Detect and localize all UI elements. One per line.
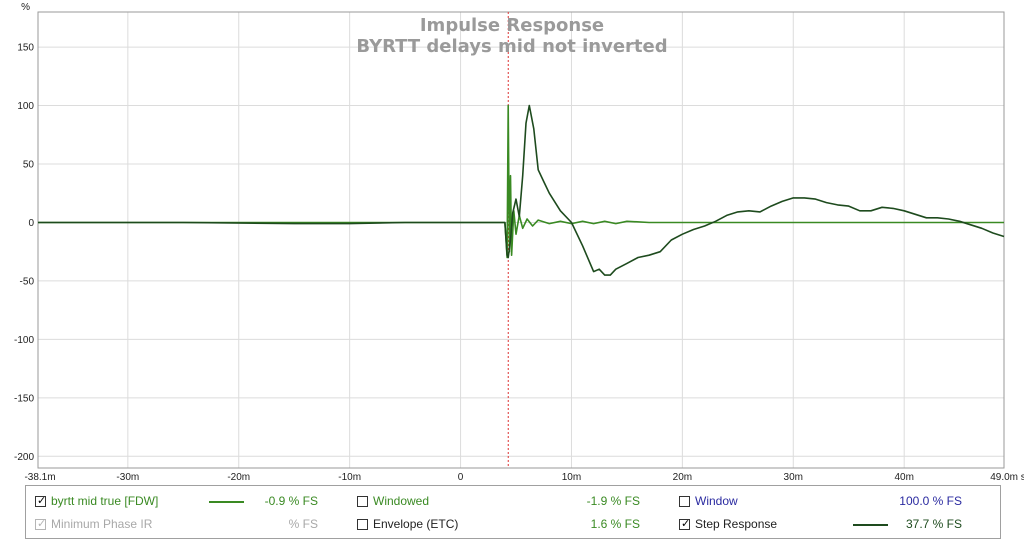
x-tick-label: -20m <box>227 472 250 483</box>
x-tick-label: 30m <box>784 472 803 483</box>
grid-lines <box>37 12 1005 468</box>
legend-value-envelope: 1.6 % FS <box>590 517 640 531</box>
series-line-step-response <box>38 104 1005 276</box>
chart-title: Impulse Response <box>420 15 604 36</box>
check-icon: ✓ <box>37 518 47 530</box>
y-unit-label: % <box>21 2 30 13</box>
series-layer <box>38 104 1005 276</box>
x-tick-label: -38.1m <box>24 472 55 483</box>
legend-value-window: 100.0 % FS <box>899 494 962 508</box>
y-tick-label: -100 <box>14 335 34 346</box>
legend-checkbox-step-response[interactable]: ✓ <box>679 518 691 530</box>
y-tick-label: -200 <box>14 452 34 463</box>
legend-value-byrtt: -0.9 % FS <box>264 494 318 508</box>
legend-panel: ✓ byrtt mid true [FDW] -0.9 % FS Windowe… <box>25 485 1001 539</box>
legend-checkbox-byrtt[interactable]: ✓ <box>35 495 47 507</box>
y-tick-label: -150 <box>14 393 34 404</box>
legend-label-minimum-phase: Minimum Phase IR <box>51 517 153 531</box>
check-icon: ✓ <box>37 495 47 507</box>
y-tick-label: -50 <box>20 276 35 287</box>
x-tick-label: 10m <box>562 472 581 483</box>
tick-labels: -38.1m -30m -20m -10m 0 10m 20m 30m 40m 49.0m s 15… <box>14 43 1024 483</box>
legend-checkbox-windowed[interactable] <box>357 496 368 507</box>
legend-swatch-byrtt <box>209 501 244 503</box>
legend-checkbox-window[interactable] <box>679 496 690 507</box>
legend-checkbox-envelope[interactable] <box>357 519 368 530</box>
legend-swatch-step-response <box>853 524 888 526</box>
legend-checkbox-minimum-phase[interactable]: ✓ <box>35 518 47 530</box>
x-tick-label: -30m <box>116 472 139 483</box>
legend-value-windowed: -1.9 % FS <box>586 494 640 508</box>
legend-label-step-response: Step Response <box>695 517 778 531</box>
legend-value-step-response: 37.7 % FS <box>905 517 962 531</box>
y-tick-label: 150 <box>17 43 34 54</box>
y-tick-label: 50 <box>23 160 35 171</box>
x-tick-label: 20m <box>673 472 692 483</box>
y-tick-label: 0 <box>28 218 34 229</box>
legend-label-envelope: Envelope (ETC) <box>373 517 459 531</box>
y-tick-label: 100 <box>17 101 34 112</box>
x-tick-label: 0 <box>458 472 464 483</box>
legend-label-byrtt: byrtt mid true [FDW] <box>51 494 159 508</box>
legend-label-window: Window <box>695 494 738 508</box>
series-line-byrtt-mid <box>38 104 1004 259</box>
impulse-response-chart: -38.1m -30m -20m -10m 0 10m 20m 30m 40m 49.0m s 15… <box>14 2 1024 483</box>
chart-subtitle: BYRTT delays mid not inverted <box>356 36 667 57</box>
legend-value-minimum-phase: % FS <box>288 517 318 531</box>
x-tick-label: 49.0m s <box>990 472 1024 483</box>
x-tick-label: -10m <box>338 472 361 483</box>
plot-area <box>37 11 1005 469</box>
x-tick-label: 40m <box>894 472 913 483</box>
legend-label-windowed: Windowed <box>373 494 430 508</box>
check-icon: ✓ <box>681 518 691 530</box>
